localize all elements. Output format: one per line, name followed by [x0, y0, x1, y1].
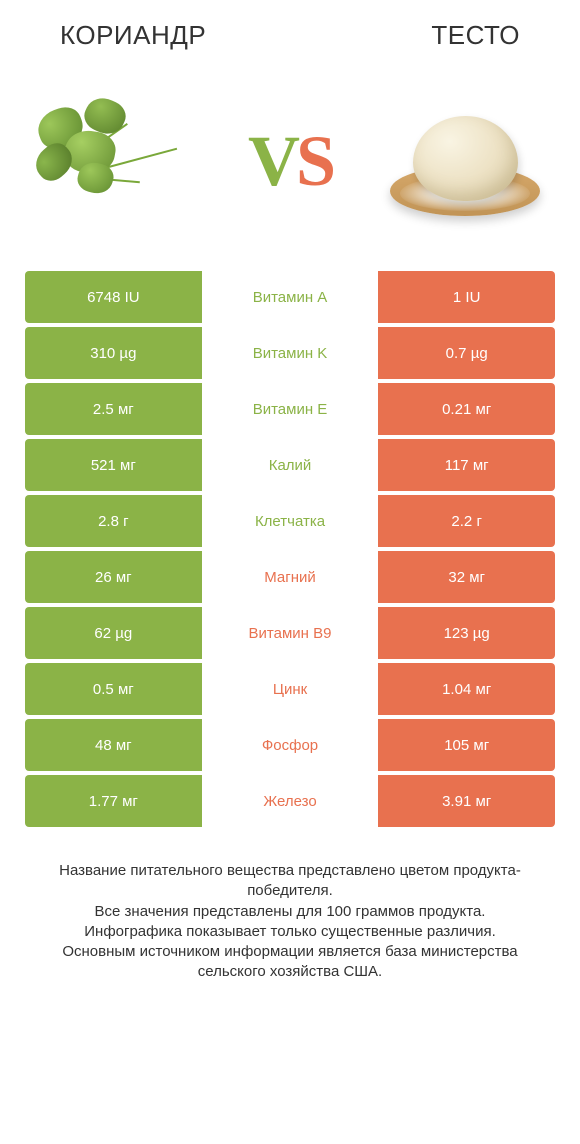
- table-row: 62 µgВитамин B9123 µg: [25, 607, 555, 659]
- images-row: VS: [0, 61, 580, 271]
- left-product-title: КОРИАНДР: [60, 20, 206, 51]
- footer-line: Инфографика показывает только существенн…: [30, 922, 550, 942]
- table-row: 48 мгФосфор105 мг: [25, 719, 555, 771]
- right-value-cell: 0.7 µg: [378, 327, 555, 379]
- nutrient-label-cell: Клетчатка: [202, 495, 379, 547]
- nutrient-label-cell: Витамин B9: [202, 607, 379, 659]
- table-row: 521 мгКалий117 мг: [25, 439, 555, 491]
- left-value-cell: 1.77 мг: [25, 775, 202, 827]
- nutrient-label-cell: Цинк: [202, 663, 379, 715]
- nutrient-label-cell: Фосфор: [202, 719, 379, 771]
- left-value-cell: 26 мг: [25, 551, 202, 603]
- left-value-cell: 2.8 г: [25, 495, 202, 547]
- right-value-cell: 123 µg: [378, 607, 555, 659]
- nutrient-label-cell: Витамин K: [202, 327, 379, 379]
- nutrient-label-cell: Калий: [202, 439, 379, 491]
- footer-line: Все значения представлены для 100 граммо…: [30, 902, 550, 922]
- table-row: 0.5 мгЦинк1.04 мг: [25, 663, 555, 715]
- coriander-icon: [30, 91, 200, 231]
- vs-v-letter: V: [248, 120, 296, 203]
- header: КОРИАНДР ТЕСТО: [0, 0, 580, 61]
- table-row: 6748 IUВитамин A1 IU: [25, 271, 555, 323]
- vs-label: VS: [248, 120, 332, 203]
- nutrient-label-cell: Железо: [202, 775, 379, 827]
- right-product-title: ТЕСТО: [431, 20, 520, 51]
- table-row: 26 мгМагний32 мг: [25, 551, 555, 603]
- left-value-cell: 48 мг: [25, 719, 202, 771]
- footer-line: Название питательного вещества представл…: [30, 861, 550, 902]
- left-value-cell: 0.5 мг: [25, 663, 202, 715]
- nutrient-label-cell: Магний: [202, 551, 379, 603]
- comparison-table: 6748 IUВитамин A1 IU310 µgВитамин K0.7 µ…: [0, 271, 580, 827]
- table-row: 310 µgВитамин K0.7 µg: [25, 327, 555, 379]
- left-value-cell: 310 µg: [25, 327, 202, 379]
- dough-icon: [380, 91, 550, 231]
- table-row: 2.8 гКлетчатка2.2 г: [25, 495, 555, 547]
- nutrient-label-cell: Витамин A: [202, 271, 379, 323]
- right-value-cell: 105 мг: [378, 719, 555, 771]
- left-value-cell: 521 мг: [25, 439, 202, 491]
- right-value-cell: 32 мг: [378, 551, 555, 603]
- left-value-cell: 6748 IU: [25, 271, 202, 323]
- right-value-cell: 3.91 мг: [378, 775, 555, 827]
- table-row: 1.77 мгЖелезо3.91 мг: [25, 775, 555, 827]
- footer-notes: Название питательного вещества представл…: [0, 831, 580, 983]
- right-value-cell: 1 IU: [378, 271, 555, 323]
- right-value-cell: 2.2 г: [378, 495, 555, 547]
- right-value-cell: 0.21 мг: [378, 383, 555, 435]
- table-row: 2.5 мгВитамин E0.21 мг: [25, 383, 555, 435]
- vs-s-letter: S: [296, 120, 332, 203]
- left-value-cell: 62 µg: [25, 607, 202, 659]
- left-value-cell: 2.5 мг: [25, 383, 202, 435]
- footer-line: Основным источником информации является …: [30, 942, 550, 983]
- nutrient-label-cell: Витамин E: [202, 383, 379, 435]
- right-value-cell: 1.04 мг: [378, 663, 555, 715]
- right-value-cell: 117 мг: [378, 439, 555, 491]
